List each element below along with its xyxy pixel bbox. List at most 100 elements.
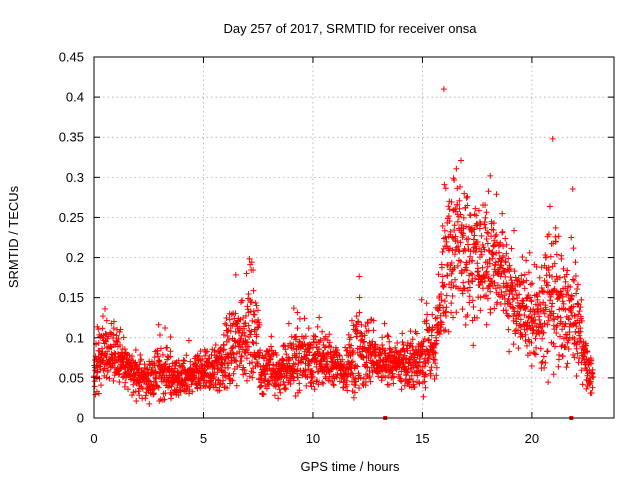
data-point [238,357,245,364]
data-point [508,245,515,252]
data-point [197,348,204,355]
data-point [431,349,438,356]
y-tick-label: 0.45 [59,50,84,65]
data-point [502,307,509,314]
data-point [367,344,374,351]
data-point [225,336,232,343]
data-point [447,228,454,235]
data-point [135,388,142,395]
data-point [563,271,570,278]
data-point [451,176,458,183]
data-point [292,361,299,368]
data-point [120,334,127,341]
data-point [558,290,565,297]
data-point [254,324,261,331]
data-point [305,366,312,373]
data-point [502,235,509,242]
data-point [590,374,597,381]
data-point [348,370,355,377]
data-point [568,296,575,303]
data-point [336,352,343,359]
data-point [404,347,411,354]
data-point [459,290,466,297]
data-point [296,350,303,357]
data-point [543,281,550,288]
data-point [354,363,361,370]
data-point [569,276,576,283]
data-point [378,351,385,358]
data-point [242,320,249,327]
data-point [232,357,239,364]
data-point [469,297,476,304]
data-point [449,234,456,241]
data-point [584,347,591,354]
data-point [370,317,377,324]
data-point [506,262,513,269]
data-point [479,279,486,286]
data-point [492,233,499,240]
data-point [576,332,583,339]
data-point [445,213,452,220]
data-point [286,355,293,362]
data-point [562,331,569,338]
data-point [439,223,446,230]
data-point [464,312,471,319]
data-point [536,300,543,307]
data-point [442,327,449,334]
data-point [514,295,521,302]
data-point [564,339,571,346]
data-point [409,368,416,375]
data-point [243,377,250,384]
data-point [440,327,447,334]
data-point [553,251,560,258]
data-point [523,257,530,264]
data-point [485,275,492,282]
data-point [290,377,297,384]
data-point [578,317,585,324]
data-point [266,381,273,388]
data-point [527,294,534,301]
data-point [467,253,474,260]
data-point [459,306,466,313]
data-point [523,277,530,284]
data-point [410,381,417,388]
data-point [476,281,483,288]
data-point [181,358,188,365]
data-point [503,241,510,248]
data-point [523,342,530,349]
data-point [138,356,145,363]
data-point [110,331,117,338]
data-point [552,238,559,245]
data-point [474,238,481,245]
y-tick-label: 0.15 [59,290,84,305]
data-point [154,383,161,390]
data-point [232,271,239,278]
data-point [501,269,508,276]
data-point [556,352,563,359]
data-point [245,322,252,329]
data-point [228,311,235,318]
data-point [422,360,429,367]
data-point [110,377,117,384]
data-point [528,339,535,346]
data-point [478,251,485,258]
data-point [247,331,254,338]
data-point [471,226,478,233]
data-point [578,338,585,345]
data-point [121,346,128,353]
data-point [370,362,377,369]
data-point [545,264,552,271]
data-point [129,353,136,360]
data-point [449,247,456,254]
data-point [341,361,348,368]
data-point [513,320,520,327]
data-point [572,273,579,280]
data-point [487,172,494,179]
data-point [239,297,246,304]
data-point [113,332,120,339]
data-point [98,382,105,389]
data-point [213,384,220,391]
y-tick-label: 0.3 [66,170,84,185]
data-point [390,380,397,387]
data-point [454,201,461,208]
